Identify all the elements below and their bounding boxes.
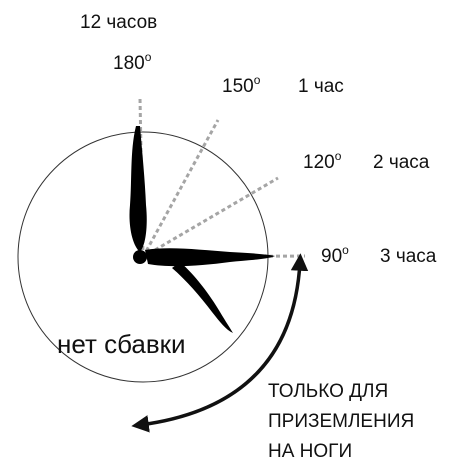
label-hour12: 12 часов <box>80 12 157 33</box>
label-hour3: 3 часа <box>380 246 437 267</box>
deg-sign: o <box>335 149 342 163</box>
range-arrow <box>131 253 309 433</box>
deg-sign: o <box>342 243 349 257</box>
line-150 <box>141 119 220 258</box>
label-deg180: 180o <box>113 50 152 74</box>
label-feet-only: ПРИЗЕМЛЕНИЯ <box>268 411 414 432</box>
label-deg90: 90o <box>321 243 349 267</box>
label-no-deduction: нет сбавки <box>57 329 186 359</box>
label-hour1: 1 час <box>298 76 344 97</box>
deg-sign: o <box>254 73 261 87</box>
deg-sign: o <box>145 50 152 64</box>
deg-number: 120 <box>303 152 335 173</box>
deg-number: 150 <box>222 76 254 97</box>
figure <box>129 126 275 333</box>
label-hour2: 2 часа <box>373 152 430 173</box>
label-feet-only: НА НОГИ <box>268 441 352 462</box>
line-120 <box>142 176 279 259</box>
deg-number: 90 <box>321 246 342 267</box>
label-feet-only: ТОЛЬКО ДЛЯ <box>268 381 388 402</box>
label-deg120: 120o <box>303 149 342 173</box>
label-deg150: 150o <box>222 73 261 97</box>
deg-number: 180 <box>113 53 145 74</box>
